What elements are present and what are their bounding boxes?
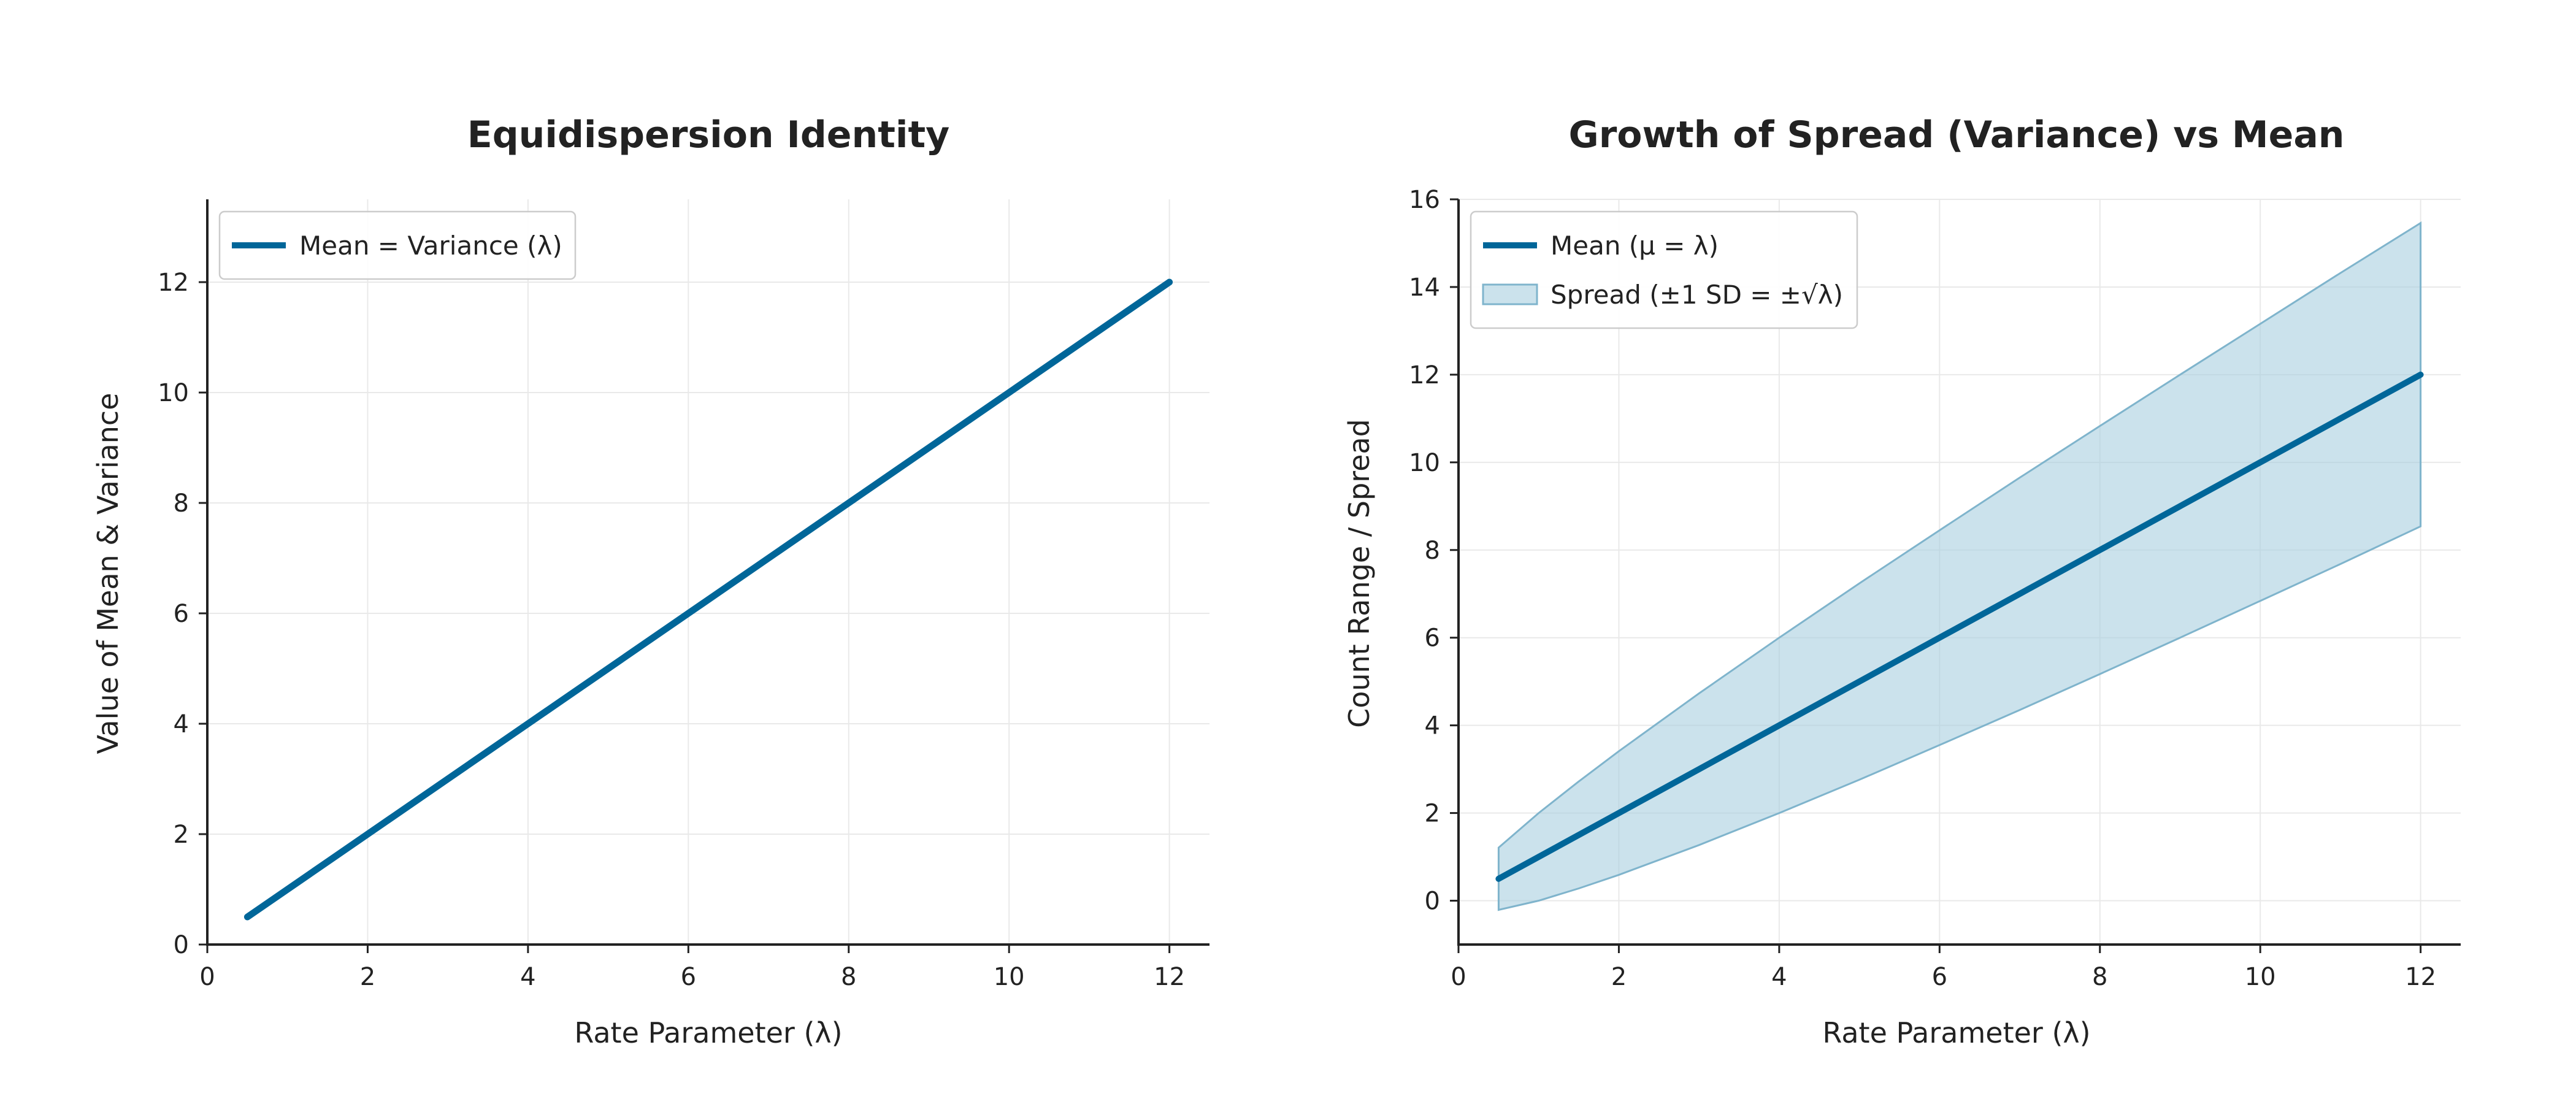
y-tick-label: 16 xyxy=(1409,186,1440,214)
y-tick-label: 4 xyxy=(1425,712,1440,740)
axes xyxy=(206,199,1209,946)
series-lines xyxy=(243,278,1173,921)
y-tick-label: 12 xyxy=(1409,361,1440,389)
x-tick-label: 10 xyxy=(994,963,1025,991)
legend-box xyxy=(1470,210,1858,329)
legend-swatch-band xyxy=(1482,283,1538,305)
y-tick-label: 0 xyxy=(174,931,189,959)
legend: Mean (μ = λ) Spread (±1 SD = ±√λ) xyxy=(1470,210,1858,329)
legend-box xyxy=(218,210,577,280)
chart-title: Growth of Spread (Variance) vs Mean xyxy=(1568,113,2344,156)
x-tick-label: 12 xyxy=(1154,963,1185,991)
series-line xyxy=(1495,371,2424,882)
y-tick-label: 4 xyxy=(174,710,189,738)
legend-label: Mean = Variance (λ) xyxy=(299,231,562,261)
spread-band-layer xyxy=(1497,221,2422,911)
legend: Mean = Variance (λ) xyxy=(218,210,577,280)
x-ticks: 0 2 4 6 8 10 12 xyxy=(199,945,1185,991)
y-tick-label: 2 xyxy=(1425,800,1440,828)
y-ticks: 0 2 4 6 8 10 12 14 16 xyxy=(1409,186,1459,916)
y-tick-label: 2 xyxy=(174,821,189,849)
y-tick-label: 10 xyxy=(1409,449,1440,477)
x-tick-label: 8 xyxy=(841,963,856,991)
x-tick-label: 10 xyxy=(2245,963,2276,991)
x-ticks: 0 2 4 6 8 10 12 xyxy=(1451,945,2436,991)
legend-label: Spread (±1 SD = ±√λ) xyxy=(1551,280,1843,310)
series-lines xyxy=(1495,371,2424,882)
x-tick-label: 6 xyxy=(1932,963,1947,991)
y-tick-label: 10 xyxy=(158,379,189,407)
y-tick-label: 8 xyxy=(1425,537,1440,565)
x-tick-label: 4 xyxy=(1771,963,1787,991)
x-tick-label: 6 xyxy=(681,963,696,991)
chart-title: Equidispersion Identity xyxy=(467,113,950,156)
x-axis-label: Rate Parameter (λ) xyxy=(1822,1016,2090,1049)
y-ticks: 0 2 4 6 8 10 12 xyxy=(158,269,207,959)
y-tick-label: 0 xyxy=(1425,887,1440,916)
y-axis-label: Count Range / Spread xyxy=(1343,419,1376,728)
x-tick-label: 2 xyxy=(360,963,375,991)
x-tick-label: 12 xyxy=(2405,963,2436,991)
y-tick-label: 12 xyxy=(158,269,189,297)
chart-equidispersion: Equidispersion Identity 0 2 4 6 8 10 12 0 2 4 6 8 1… xyxy=(91,113,1209,1049)
y-tick-label: 14 xyxy=(1409,274,1440,302)
y-tick-label: 6 xyxy=(1425,624,1440,653)
axes xyxy=(1457,199,2461,946)
x-tick-label: 4 xyxy=(520,963,535,991)
x-tick-label: 0 xyxy=(199,963,215,991)
y-tick-label: 6 xyxy=(174,600,189,628)
y-axis-label: Value of Mean & Variance xyxy=(91,393,125,754)
chart-spread-growth: Growth of Spread (Variance) vs Mean 0 2 4 6… xyxy=(1343,113,2461,1049)
grid xyxy=(207,199,1209,945)
legend-label: Mean (μ = λ) xyxy=(1551,231,1719,261)
x-axis-label: Rate Parameter (λ) xyxy=(574,1016,842,1049)
series-line xyxy=(243,278,1173,921)
x-tick-label: 8 xyxy=(2092,963,2107,991)
spread-band xyxy=(1497,221,2422,911)
y-tick-label: 8 xyxy=(174,489,189,518)
x-tick-label: 2 xyxy=(1611,963,1627,991)
x-tick-label: 0 xyxy=(1451,963,1466,991)
